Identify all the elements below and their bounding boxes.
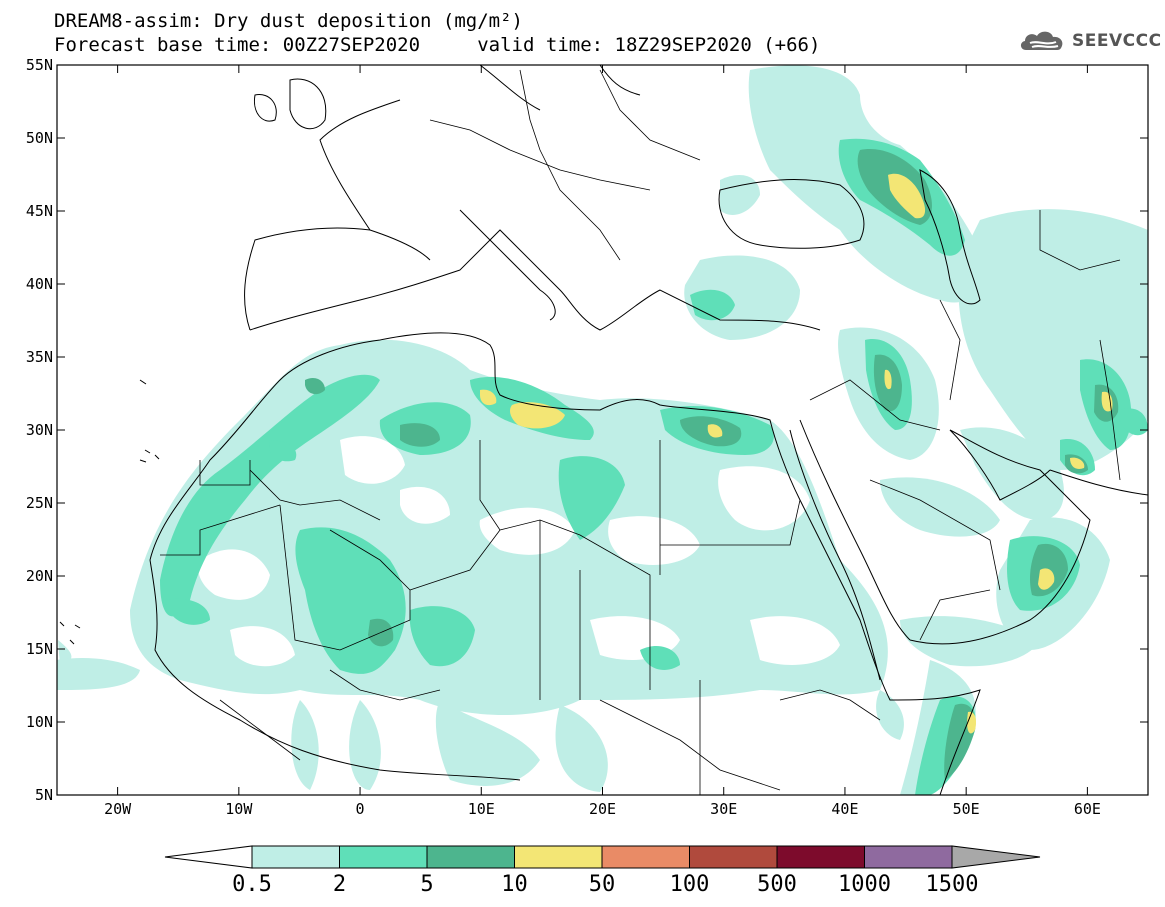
colorbar-swatch: [251, 845, 340, 869]
colorbar-legend: 0.5 2 5 10 50 100 500 1000 1500: [164, 845, 1041, 897]
red-sea-west: [789, 429, 881, 681]
caspian-sea: [919, 169, 981, 305]
black-sea: [718, 179, 865, 249]
longitude-axis: 20W 10W 0 10E 20E 30E 40E 50E 60E: [104, 65, 1101, 818]
colorbar-label: 100: [670, 872, 710, 897]
forecast-times: Forecast base time: 00Z27SEP2020 valid t…: [54, 34, 821, 56]
deposition-level-10-50: [480, 173, 1113, 734]
lon-tick-label: 40E: [831, 800, 858, 818]
lat-tick-label: 35N: [26, 348, 53, 366]
europe-med-coast: [249, 229, 821, 331]
lat-tick-label: 25N: [26, 494, 53, 512]
iran-coast: [1049, 469, 1148, 496]
lon-tick-label: 10E: [468, 800, 495, 818]
lat-tick-label: 10N: [26, 713, 53, 731]
lon-tick-label: 50E: [953, 800, 980, 818]
colorbar-label: 500: [757, 872, 797, 897]
colorbar-swatch: [426, 845, 515, 869]
colorbar-label: 1500: [926, 872, 979, 897]
clear-areas: [198, 436, 840, 667]
seevccc-logo: SEEVCCC: [1018, 28, 1162, 54]
colorbar-label: 1000: [838, 872, 891, 897]
west-africa-coast: [149, 559, 521, 781]
latitude-axis: 55N 50N 45N 40N 35N 30N 25N 20N 15N 10N 5N: [26, 56, 1148, 804]
colorbar-swatch: [601, 845, 690, 869]
colorbar-swatch: [864, 845, 953, 869]
lon-tick-label: 0: [356, 800, 365, 818]
lat-tick-label: 15N: [26, 640, 53, 658]
colorbar-under-triangle: [164, 845, 253, 869]
colorbar-label: 50: [589, 872, 616, 897]
coastlines-and-borders: [59, 65, 1148, 795]
italy: [459, 209, 556, 321]
colorbar-swatch: [339, 845, 428, 869]
lat-tick-label: 40N: [26, 275, 53, 293]
national-borders: [160, 69, 1121, 795]
lat-tick-label: 30N: [26, 421, 53, 439]
colorbar-label: 5: [420, 872, 433, 897]
lon-tick-label: 30E: [710, 800, 737, 818]
cloud-logo-icon: [1020, 31, 1063, 50]
colorbar-over-triangle: [951, 845, 1041, 869]
lon-tick-label: 60E: [1074, 800, 1101, 818]
lon-tick-label: 20E: [589, 800, 616, 818]
canary-islands: [139, 379, 160, 463]
cape-verde-islands: [59, 621, 81, 645]
uk: [289, 78, 327, 130]
colorbar-swatch: [776, 845, 865, 869]
africa-coastline: [149, 332, 981, 795]
persian-gulf: [949, 429, 1051, 501]
lat-tick-label: 20N: [26, 567, 53, 585]
logo-text: SEEVCCC: [1072, 31, 1162, 51]
dust-deposition-field: [57, 65, 1148, 795]
lon-tick-label: 20W: [104, 800, 132, 818]
red-sea-east: [799, 419, 911, 641]
colorbar-label: 10: [501, 872, 528, 897]
deposition-level-0.5-2: [57, 65, 1148, 795]
scandinavia: [479, 65, 641, 111]
arabia-coast: [909, 429, 1091, 645]
colorbar-label: 0.5: [232, 872, 272, 897]
map-title: DREAM8-assim: Dry dust deposition (mg/m²…: [54, 10, 523, 32]
colorbar-swatch: [514, 845, 603, 869]
colorbar-label: 2: [333, 872, 346, 897]
france-coast: [319, 99, 401, 231]
lat-tick-label: 50N: [26, 129, 53, 147]
ireland: [253, 94, 277, 122]
iberia: [244, 227, 431, 331]
lon-tick-label: 10W: [225, 800, 253, 818]
lat-tick-label: 55N: [26, 56, 53, 74]
lat-tick-label: 5N: [35, 786, 53, 804]
lat-tick-label: 45N: [26, 202, 53, 220]
colorbar-swatch: [689, 845, 778, 869]
